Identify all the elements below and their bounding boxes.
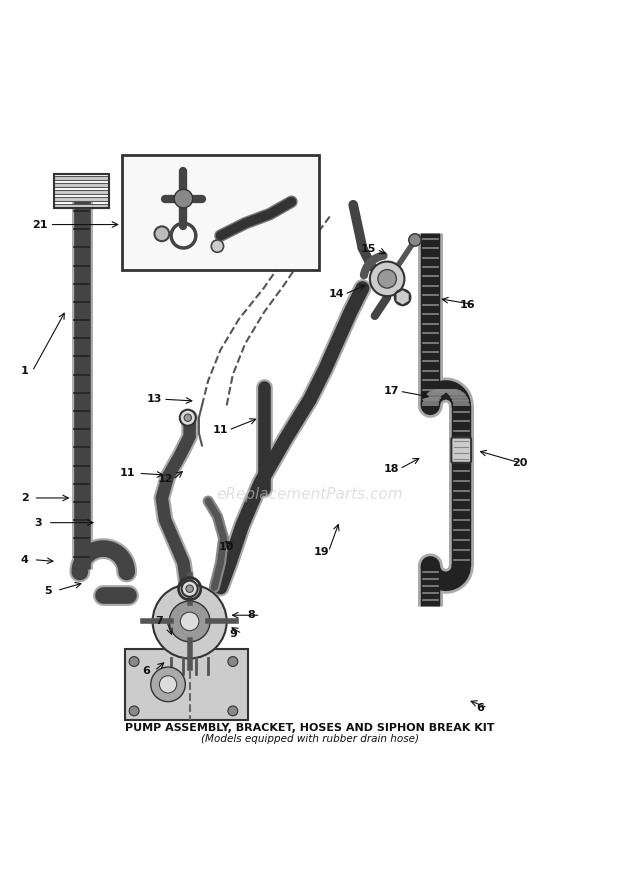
- Circle shape: [174, 190, 193, 208]
- Circle shape: [186, 585, 193, 593]
- Text: 20: 20: [512, 458, 528, 468]
- Circle shape: [370, 262, 404, 296]
- Circle shape: [129, 706, 139, 715]
- Circle shape: [184, 414, 192, 421]
- Bar: [54, 183, 109, 187]
- Bar: [54, 203, 109, 208]
- Polygon shape: [396, 290, 410, 306]
- Circle shape: [394, 290, 410, 306]
- Circle shape: [159, 675, 177, 693]
- Text: 9: 9: [229, 629, 237, 639]
- Text: 17: 17: [384, 386, 399, 396]
- Text: 11: 11: [120, 469, 136, 478]
- Text: 10: 10: [219, 543, 234, 552]
- Text: 19: 19: [313, 547, 329, 557]
- Circle shape: [129, 657, 139, 666]
- Text: 6: 6: [143, 666, 151, 675]
- Text: PUMP ASSEMBLY, BRACKET, HOSES AND SIPHON BREAK KIT: PUMP ASSEMBLY, BRACKET, HOSES AND SIPHON…: [125, 723, 495, 733]
- Bar: [54, 176, 109, 180]
- Bar: [54, 190, 109, 194]
- Text: 16: 16: [459, 299, 475, 310]
- Text: 4: 4: [21, 555, 29, 565]
- Circle shape: [182, 581, 198, 597]
- Bar: [54, 197, 109, 201]
- Text: 12: 12: [157, 474, 173, 485]
- Circle shape: [153, 584, 227, 658]
- Circle shape: [228, 706, 238, 715]
- Circle shape: [228, 657, 238, 666]
- Text: 21: 21: [32, 219, 47, 230]
- Text: eReplacementParts.com: eReplacementParts.com: [216, 487, 404, 503]
- Text: 11: 11: [213, 425, 228, 435]
- Text: 8: 8: [247, 610, 255, 620]
- Circle shape: [151, 667, 185, 701]
- Text: 5: 5: [44, 585, 51, 595]
- Bar: [54, 174, 109, 208]
- Circle shape: [409, 233, 421, 246]
- Text: 15: 15: [361, 244, 376, 254]
- Circle shape: [378, 270, 396, 288]
- Text: (Models equipped with rubber drain hose): (Models equipped with rubber drain hose): [201, 733, 419, 744]
- Text: 6: 6: [476, 703, 484, 713]
- Circle shape: [169, 601, 210, 642]
- Text: 18: 18: [384, 464, 399, 474]
- Circle shape: [180, 410, 196, 426]
- Text: 14: 14: [329, 290, 344, 299]
- Circle shape: [154, 226, 169, 241]
- Text: 7: 7: [155, 617, 162, 626]
- FancyBboxPatch shape: [451, 437, 471, 462]
- Text: 2: 2: [21, 493, 29, 503]
- Text: 13: 13: [147, 394, 162, 405]
- Circle shape: [211, 240, 224, 252]
- Circle shape: [180, 612, 199, 631]
- Text: 1: 1: [21, 366, 29, 376]
- Bar: [125, 650, 248, 720]
- Bar: [122, 155, 319, 270]
- Text: 3: 3: [35, 518, 42, 527]
